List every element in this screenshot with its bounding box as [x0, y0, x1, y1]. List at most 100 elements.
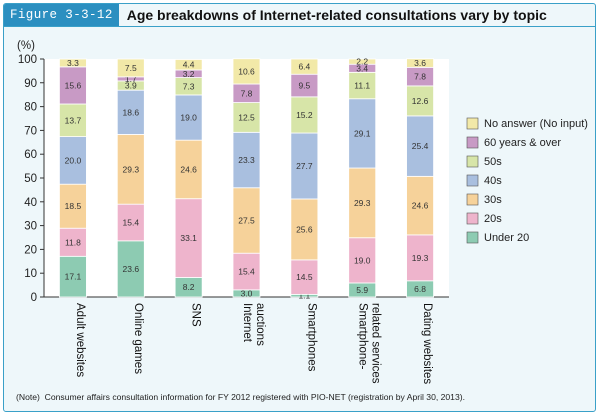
bar-segment — [348, 98, 377, 169]
segment-value-label: 3.9 — [125, 81, 137, 91]
segment-value-label: 6.8 — [414, 284, 426, 294]
segment-value-label: 8.2 — [183, 282, 195, 292]
bar-segment — [232, 102, 261, 133]
x-category-label-line: Smartphone- — [357, 303, 369, 370]
x-category-label: Online games — [132, 303, 144, 374]
bar-segment — [406, 234, 434, 282]
bar-segment — [116, 58, 145, 78]
bar-segment — [116, 89, 145, 135]
legend-label: 20s — [484, 213, 502, 225]
bar-segment — [59, 255, 87, 298]
bar-segment — [232, 58, 261, 85]
segment-value-label: 3.0 — [241, 288, 253, 298]
legend-swatch — [466, 174, 479, 187]
footnote: (Note) Consumer affairs consultation inf… — [16, 392, 465, 402]
bar-segment — [290, 96, 319, 134]
segment-value-label: 27.5 — [238, 215, 255, 225]
legend-label: 30s — [484, 194, 502, 206]
bar-segment — [174, 59, 203, 71]
y-tick-label: 40 — [24, 197, 37, 209]
figure-frame: Figure 3-3-12 Age breakdowns of Internet… — [3, 3, 596, 412]
x-category-label-line: related services — [370, 303, 382, 384]
segment-value-label: 12.5 — [238, 112, 255, 122]
segment-value-label: 10.6 — [238, 66, 255, 76]
bar-segment — [59, 103, 87, 137]
segment-value-label: 15.2 — [296, 110, 313, 120]
bar-segment — [116, 240, 145, 298]
x-category-label: SNS — [190, 303, 202, 327]
bar-segment — [348, 71, 377, 100]
segment-value-label: 2.2 — [356, 57, 368, 67]
segment-value-label: 13.7 — [65, 115, 82, 125]
segment-value-label: 3.4 — [356, 63, 368, 73]
legend-swatch — [466, 193, 479, 206]
x-category-label-line: Adult websites — [74, 303, 86, 377]
y-tick-label: 30 — [24, 221, 37, 233]
bar-segment — [232, 252, 261, 291]
y-tick-label: 90 — [24, 78, 37, 90]
segment-value-label: 1.7 — [125, 74, 137, 84]
segment-value-label: 15.6 — [65, 80, 82, 90]
segment-value-label: 1.1 — [298, 291, 310, 301]
x-category-label-line: Internet — [241, 303, 253, 343]
bar-segment — [290, 58, 319, 75]
legend-swatch — [466, 117, 479, 130]
bar-segment — [232, 131, 261, 189]
legend-label: 40s — [484, 175, 502, 187]
segment-value-label: 3.2 — [183, 69, 195, 79]
segment-value-label: 7.5 — [125, 63, 137, 73]
x-category-label: Dating websites — [421, 303, 433, 384]
bar-segment — [290, 198, 319, 261]
segment-value-label: 3.3 — [67, 58, 79, 68]
bar-segment — [174, 139, 203, 200]
legend-swatch — [466, 136, 479, 149]
segment-value-label: 12.6 — [412, 96, 429, 106]
bar-segment — [290, 132, 319, 200]
x-category-label-line: Smartphones — [305, 303, 317, 372]
segment-value-label: 33.1 — [180, 233, 197, 243]
y-tick-label: 100 — [18, 54, 37, 66]
x-category-label: Smartphones — [305, 303, 317, 372]
segment-value-label: 15.4 — [123, 218, 140, 228]
segment-value-label: 3.6 — [414, 58, 426, 68]
segment-value-label: 24.6 — [180, 164, 197, 174]
segment-value-label: 20.0 — [65, 155, 82, 165]
segment-value-label: 29.3 — [354, 198, 371, 208]
segment-value-label: 24.6 — [412, 201, 429, 211]
legend-swatch — [466, 155, 479, 168]
segment-value-label: 29.1 — [354, 128, 371, 138]
y-tick-label: 0 — [31, 292, 37, 304]
segment-value-label: 6.4 — [298, 62, 310, 72]
title-bar: Figure 3-3-12 Age breakdowns of Internet… — [4, 4, 595, 26]
bar-segment — [406, 85, 434, 117]
legend-swatch — [466, 231, 479, 244]
segment-value-label: 19.0 — [354, 255, 371, 265]
x-category-label: Internetauctions — [241, 303, 266, 346]
y-axis-label: (%) — [17, 40, 35, 52]
bar-segment — [348, 58, 377, 65]
segment-value-label: 25.6 — [296, 224, 313, 234]
segment-value-label: 9.5 — [298, 81, 310, 91]
segment-value-label: 23.3 — [238, 155, 255, 165]
y-tick-label: 10 — [24, 268, 37, 280]
bar-segment — [59, 183, 87, 229]
bar-segment — [59, 58, 87, 68]
figure-label: Figure 3-3-12 — [4, 4, 119, 26]
x-category-label-line: Dating websites — [421, 303, 433, 384]
segment-value-label: 19.0 — [180, 113, 197, 123]
y-tick-label: 70 — [24, 125, 37, 137]
x-category-label-line: Online games — [132, 303, 144, 374]
segment-value-label: 18.6 — [123, 107, 140, 117]
segment-value-label: 27.7 — [296, 161, 313, 171]
stacked-bar-chart: 0 10 20 30 40 50 60 70 80 90 100 (%) 17.1 11.8 18.5 20.… — [17, 40, 588, 384]
segment-value-label: 15.4 — [238, 267, 255, 277]
legend-label: No answer (No input) — [484, 118, 588, 130]
x-category-label-line: auctions — [254, 303, 266, 346]
y-tick-label: 20 — [24, 244, 37, 256]
x-category-label: Smartphone-related services — [357, 303, 382, 384]
legend-swatch — [466, 212, 479, 225]
segment-value-label: 4.4 — [183, 60, 195, 70]
segment-value-label: 23.6 — [123, 264, 140, 274]
segment-value-label: 5.9 — [356, 285, 368, 295]
y-tick-label: 50 — [24, 173, 37, 185]
